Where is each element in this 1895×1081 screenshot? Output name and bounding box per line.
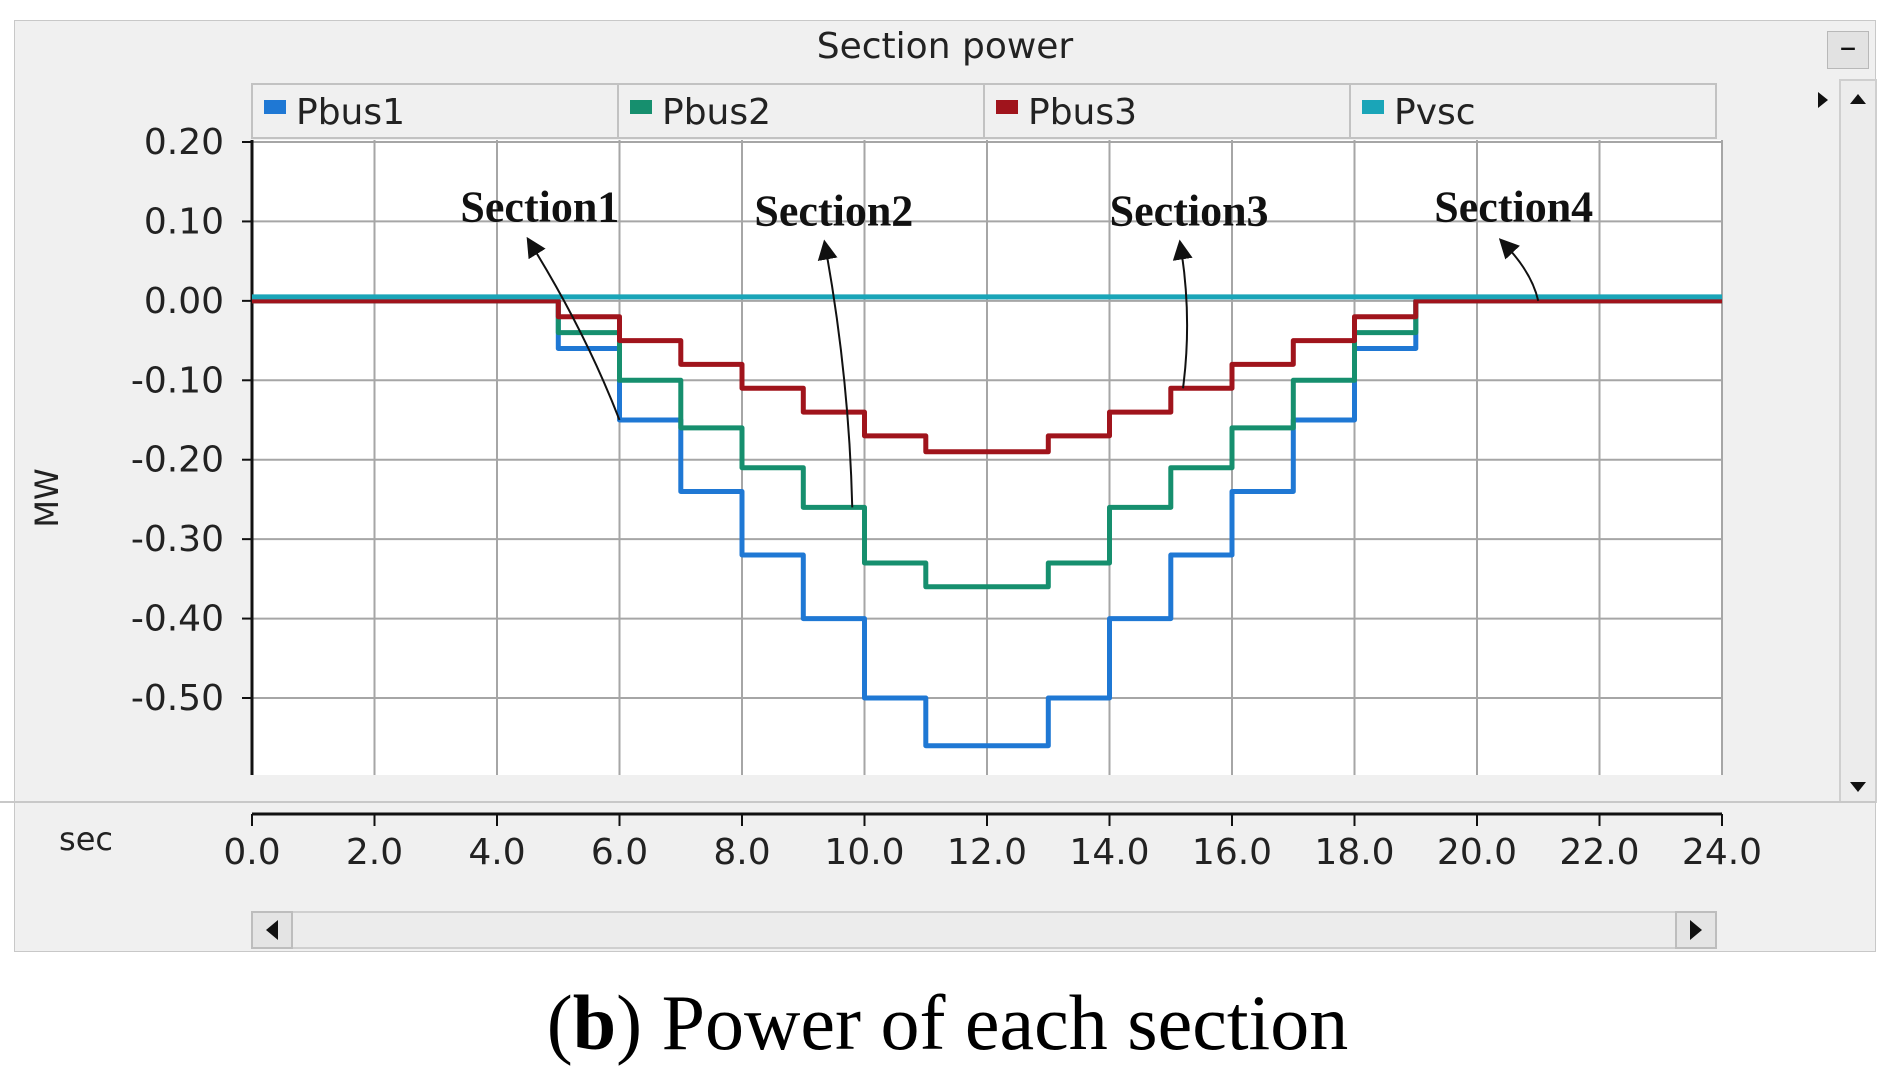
y-tick-label: -0.30 <box>131 519 224 560</box>
x-tick-label: 6.0 <box>591 832 648 873</box>
x-tick-label: 0.0 <box>223 832 280 873</box>
legend-label[interactable]: Pbus3 <box>1028 92 1137 133</box>
x-tick-label: 24.0 <box>1682 832 1762 873</box>
y-tick-label: 0.20 <box>144 122 224 163</box>
figure-caption: (b) Power of each section <box>0 978 1895 1068</box>
x-tick-label: 16.0 <box>1192 832 1272 873</box>
vertical-scrollbar[interactable] <box>1839 79 1877 803</box>
x-tick-label: 18.0 <box>1314 832 1394 873</box>
x-tick-label: 2.0 <box>346 832 403 873</box>
minimize-button[interactable]: – <box>1827 30 1869 69</box>
y-tick-label: -0.20 <box>131 440 224 481</box>
y-axis-label: MW <box>28 468 66 527</box>
y-tick-label: 0.00 <box>144 281 224 322</box>
annotation-arrow <box>1172 239 1193 389</box>
legend-label[interactable]: Pbus1 <box>296 92 405 133</box>
scroll-up-icon[interactable] <box>1850 94 1866 104</box>
x-tick-label: 14.0 <box>1069 832 1149 873</box>
series-line-pbus1 <box>252 298 1722 749</box>
y-tick-label: -0.50 <box>131 678 224 719</box>
y-tick-label: -0.10 <box>131 360 224 401</box>
caption-close-paren: ) <box>616 979 643 1066</box>
annotation-label: Section2 <box>754 186 913 235</box>
legend-cell <box>617 83 985 139</box>
legend-label[interactable]: Pbus2 <box>662 92 771 133</box>
y-tick-label: 0.10 <box>144 201 224 242</box>
legend-swatch <box>264 100 286 114</box>
annotation-label: Section1 <box>460 182 619 231</box>
y-tick-label: -0.40 <box>131 599 224 640</box>
x-tick-label: 8.0 <box>713 832 770 873</box>
scroll-left-icon[interactable] <box>266 920 278 940</box>
annotation-label: Section4 <box>1434 182 1593 231</box>
caption-letter: b <box>572 979 617 1066</box>
scroll-down-icon[interactable] <box>1850 782 1866 792</box>
chart-svg: Pbus1 Pbus2 Pbus3 Pvsc 0.20 0.10 0.00 -0.10 -0.2… <box>0 79 1877 949</box>
annotation-arrow <box>817 239 854 508</box>
legend-swatch <box>630 100 652 114</box>
x-tick-label: 4.0 <box>468 832 525 873</box>
x-axis-label: sec <box>59 820 113 858</box>
legend-swatch <box>1362 100 1384 114</box>
series-line-pbus3 <box>252 298 1722 455</box>
series-line-pbus2 <box>252 298 1722 590</box>
legend-cell <box>983 83 1351 139</box>
caption-open-paren: ( <box>546 979 573 1066</box>
x-tick-label: 20.0 <box>1437 832 1517 873</box>
horizontal-scrollbar[interactable] <box>251 911 1717 949</box>
window-title: Section power <box>816 26 1074 67</box>
legend-scroll-right-icon[interactable] <box>1818 92 1828 108</box>
legend-label[interactable]: Pvsc <box>1394 92 1476 133</box>
legend-cell <box>251 83 619 139</box>
x-tick-label: 10.0 <box>824 832 904 873</box>
annotation-label: Section3 <box>1110 186 1269 235</box>
x-tick-label: 12.0 <box>947 832 1027 873</box>
annotation-arrow <box>1498 238 1540 302</box>
legend-swatch <box>996 100 1018 114</box>
x-tick-label: 22.0 <box>1559 832 1639 873</box>
annotation-arrow <box>526 236 621 421</box>
caption-text: Power of each section <box>661 979 1349 1066</box>
scroll-right-icon[interactable] <box>1690 920 1702 940</box>
legend-cell <box>1349 83 1717 139</box>
